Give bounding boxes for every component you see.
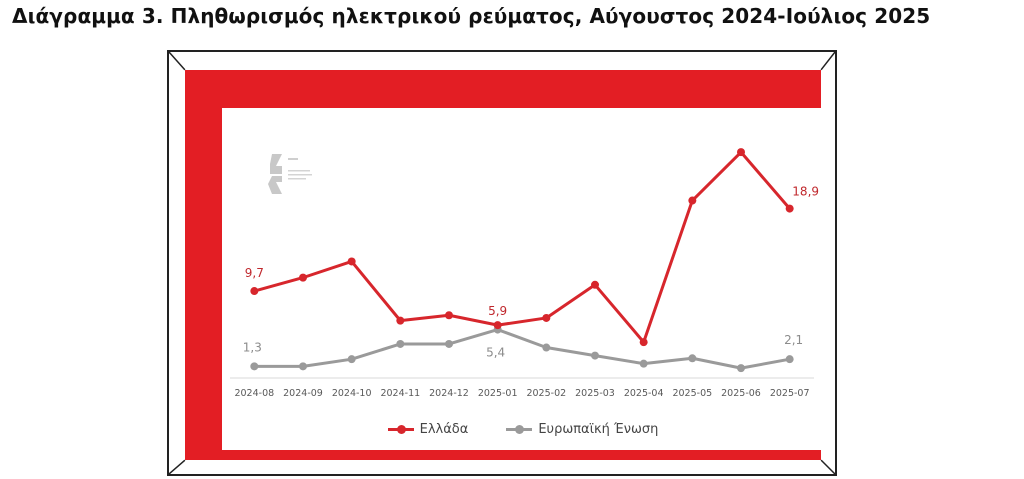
data-point (688, 196, 697, 205)
data-point (639, 359, 648, 368)
data-point (299, 362, 307, 371)
data-point (396, 339, 405, 348)
data-label-eu: 2,1 (784, 333, 803, 347)
data-point (591, 280, 599, 289)
data-point (542, 343, 551, 352)
series-line-eu (252, 328, 792, 370)
legend-label-eu: Ευρωπαϊκή Ένωση (538, 421, 659, 437)
frame-bevel (169, 52, 835, 474)
institute-logo-icon (262, 148, 326, 198)
x-tick-label: 2024-09 (283, 388, 323, 399)
x-tick-label: 2025-01 (478, 388, 518, 399)
chart-frame: 2024-08 2024-09 2024-10 2024-11 2024-12 2025-… (167, 50, 837, 476)
x-tick-label: 2025-07 (770, 388, 810, 399)
data-point (591, 351, 599, 360)
data-point (396, 316, 405, 325)
data-label-eu: 5,4 (486, 346, 505, 360)
data-label-greece: 18,9 (792, 185, 819, 199)
legend-item-greece: Ελλάδα (387, 419, 469, 439)
data-point (737, 364, 745, 373)
x-tick-label: 2024-10 (332, 388, 372, 399)
data-point (639, 338, 648, 347)
x-tick-label: 2025-03 (575, 388, 615, 399)
legend: Ελλάδα Ευρωπαϊκή Ένωση (222, 419, 824, 439)
x-tick-label: 2025-05 (672, 388, 712, 399)
series-line-greece (252, 150, 792, 344)
legend-label-greece: Ελλάδα (419, 421, 469, 437)
x-tick-label: 2024-12 (429, 388, 469, 399)
legend-item-eu: Ευρωπαϊκή Ένωση (506, 419, 658, 439)
data-label-greece: 5,9 (488, 304, 507, 318)
data-point (785, 355, 794, 364)
data-point (347, 355, 356, 364)
data-point (493, 321, 502, 330)
line-chart: 2024-08 2024-09 2024-10 2024-11 2024-12 2025-… (230, 148, 819, 399)
x-tick-label: 2025-02 (526, 388, 566, 399)
data-point (445, 311, 453, 320)
data-point (542, 313, 551, 322)
data-point (737, 148, 745, 157)
data-point (688, 354, 697, 363)
data-point (347, 257, 356, 266)
data-label-greece: 9,7 (245, 266, 264, 280)
page-title: Διάγραμμα 3. Πληθωρισμός ηλεκτρικού ρεύμ… (12, 4, 931, 28)
x-tick-label: 2024-08 (234, 388, 274, 399)
data-point (785, 204, 794, 213)
legend-swatch-eu (506, 422, 533, 436)
data-point (250, 362, 259, 371)
data-point (445, 339, 453, 348)
chart-area: 2024-08 2024-09 2024-10 2024-11 2024-12 2025-… (222, 108, 824, 450)
data-label-eu: 1,3 (243, 340, 262, 354)
data-point (299, 273, 307, 282)
x-tick-label: 2025-04 (624, 388, 664, 399)
chart-red-border: 2024-08 2024-09 2024-10 2024-11 2024-12 2025-… (185, 70, 824, 460)
legend-swatch-greece (387, 422, 414, 436)
data-point (250, 287, 259, 296)
x-tick-label: 2025-06 (721, 388, 761, 399)
x-tick-label: 2024-11 (380, 388, 420, 399)
